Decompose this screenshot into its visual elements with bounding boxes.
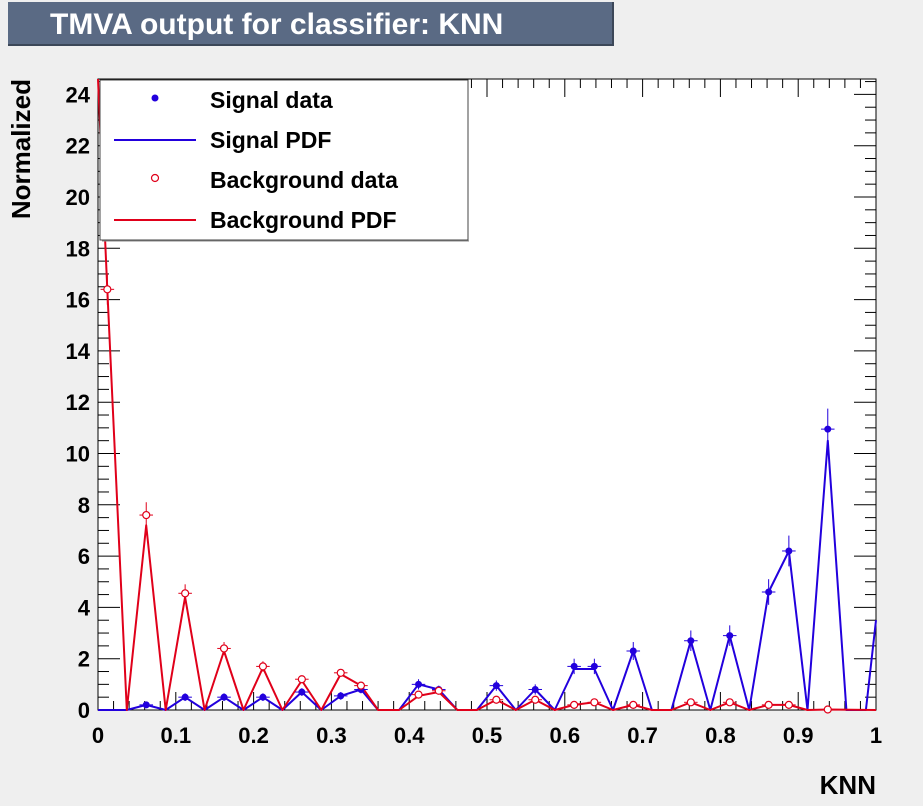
background-data-point	[764, 700, 773, 709]
y-axis-title: Normalized	[6, 79, 36, 219]
signal-data-point	[687, 637, 695, 645]
x-tick-label: 0.1	[161, 723, 192, 748]
signal-data-point	[220, 693, 228, 701]
legend-entry-label: Signal data	[210, 87, 333, 113]
signal-data-point	[570, 662, 578, 670]
background-data-point	[590, 698, 599, 707]
y-tick-label: 22	[66, 134, 90, 159]
signal-data-point	[590, 662, 598, 670]
x-tick-label: 0.8	[705, 723, 736, 748]
y-tick-label: 4	[78, 595, 91, 620]
signal-data-point	[824, 425, 832, 433]
signal-data-point	[337, 692, 345, 700]
background-data-point	[823, 705, 832, 714]
y-tick-label: 18	[66, 236, 90, 261]
background-data-point	[784, 700, 793, 709]
x-tick-label: 0.4	[394, 723, 425, 748]
legend-marker-swatch	[150, 173, 160, 183]
signal-data-point	[629, 647, 637, 655]
x-tick-label: 0.6	[550, 723, 581, 748]
background-data-point	[492, 695, 501, 704]
signal-data-point	[765, 588, 773, 596]
x-tick-label: 0.3	[316, 723, 347, 748]
legend-entry-label: Background data	[210, 167, 398, 193]
background-data-point	[434, 686, 443, 695]
signal-data-point	[531, 685, 539, 693]
legend: Signal data Signal PDF Background data Back…	[99, 79, 469, 242]
legend-box	[99, 79, 469, 241]
background-pdf-line	[97, 78, 877, 711]
background-data-point	[356, 681, 366, 690]
signal-data-point	[259, 693, 267, 701]
x-tick-label: 0	[92, 723, 104, 748]
y-tick-label: 20	[66, 185, 90, 210]
y-tick-label: 14	[66, 339, 91, 364]
signal-data-point	[181, 693, 189, 701]
y-tick-label: 24	[66, 82, 91, 107]
background-data-point	[103, 285, 112, 294]
legend-entry-label: Background PDF	[210, 207, 397, 233]
signal-data-point	[785, 547, 793, 555]
background-data-point	[686, 698, 695, 707]
legend-entry-label: Signal PDF	[210, 127, 331, 153]
chart-title: TMVA output for classifier: KNN	[50, 8, 504, 41]
background-data-point	[629, 700, 638, 709]
title-box: TMVA output for classifier: KNN	[8, 2, 614, 46]
signal-data-point	[492, 682, 500, 690]
y-tick-label: 16	[66, 288, 90, 313]
x-tick-label: 1	[870, 723, 882, 748]
x-tick-label: 0.9	[783, 723, 814, 748]
signal-data-point	[298, 688, 306, 696]
series-layer	[97, 78, 877, 714]
background-data-point	[142, 510, 151, 520]
y-tick-label: 6	[78, 544, 90, 569]
signal-data-point	[142, 701, 150, 709]
x-tick-label: 0.5	[472, 723, 503, 748]
signal-data-point	[726, 632, 734, 640]
axis-labels: 0 0.1 0.2 0.3 0.4 0.5 0.6 0.7 0.8 0.9 102468101214…	[6, 79, 882, 800]
y-tick-label: 10	[66, 441, 90, 466]
y-tick-label: 2	[78, 647, 90, 672]
background-data-point	[258, 662, 268, 671]
background-data-point	[414, 690, 423, 699]
background-data-point	[336, 668, 345, 677]
background-data-point	[181, 589, 190, 598]
background-data-point	[297, 675, 306, 684]
x-axis-title: KNN	[820, 770, 876, 800]
x-tick-label: 0.7	[627, 723, 658, 748]
y-tick-label: 0	[78, 698, 90, 723]
background-data-point	[531, 695, 540, 704]
legend-marker-swatch	[151, 94, 159, 102]
background-data-point	[725, 698, 734, 707]
signal-data-point	[415, 680, 423, 688]
x-tick-label: 0.2	[238, 723, 269, 748]
background-data-point	[219, 644, 229, 653]
background-data-point	[570, 700, 579, 709]
y-tick-label: 8	[78, 493, 90, 518]
y-tick-label: 12	[66, 390, 90, 415]
